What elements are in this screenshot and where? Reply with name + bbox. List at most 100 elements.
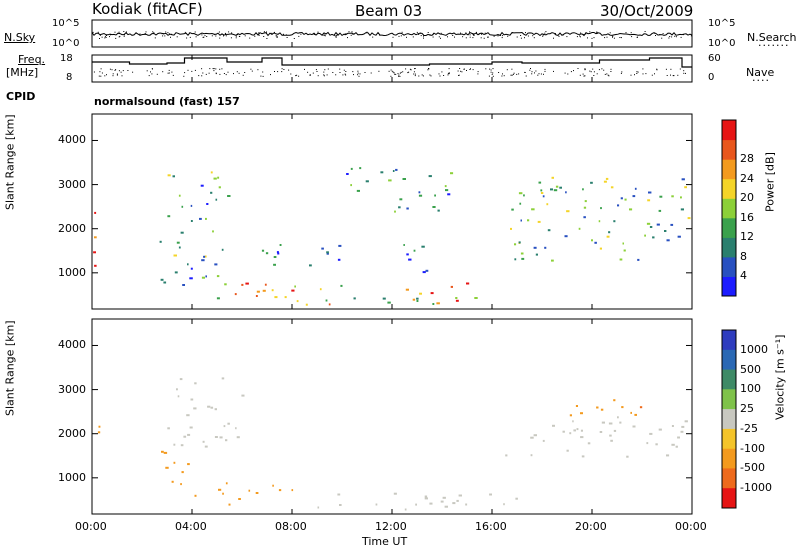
nsearch-point	[186, 37, 188, 39]
heatmap-cell	[210, 406, 214, 409]
heatmap-cell	[671, 195, 674, 198]
heatmap-cell	[601, 421, 605, 424]
nsearch-point	[497, 34, 499, 36]
nave-point	[290, 73, 292, 75]
heatmap-cell	[325, 299, 328, 302]
nave-point	[298, 75, 300, 77]
heatmap-cell	[518, 241, 521, 244]
heatmap-cell	[544, 246, 547, 249]
heatmap-cell	[546, 203, 549, 206]
heatmap-cell	[671, 425, 674, 427]
nave-point	[120, 71, 122, 73]
heatmap-cell	[681, 425, 685, 428]
heatmap-cell	[212, 230, 214, 233]
nsearch-point	[400, 35, 402, 37]
colorbar-swatch	[722, 428, 736, 450]
heatmap-cell	[173, 254, 177, 257]
heatmap-cell	[434, 194, 436, 197]
nave-point	[106, 74, 107, 76]
heatmap-cell	[610, 186, 614, 189]
nsearch-label: N.Search	[747, 31, 797, 44]
nsearch-point	[104, 35, 106, 37]
nave-point	[510, 74, 512, 76]
colorbar-swatch	[722, 330, 736, 351]
nsearch-point	[469, 34, 471, 36]
nave-point	[679, 68, 681, 70]
nave-point	[673, 75, 675, 77]
heatmap-cell	[178, 194, 181, 197]
heatmap-cell	[520, 219, 522, 222]
nsearch-point	[427, 32, 429, 33]
nave-point	[531, 73, 533, 75]
nsearch-point	[379, 34, 381, 36]
heatmap-cell	[562, 430, 565, 433]
nave-point	[168, 72, 170, 74]
nave-point	[324, 69, 326, 71]
heatmap-cell	[680, 430, 684, 433]
heatmap-cell	[163, 281, 167, 284]
nave-point	[327, 68, 329, 70]
nsearch-point	[324, 34, 326, 36]
nave-point	[307, 71, 309, 73]
heatmap-cell	[213, 177, 217, 180]
nsearch-point	[462, 36, 464, 38]
nave-point	[408, 71, 410, 73]
nave-point	[570, 71, 572, 73]
nsearch-point	[412, 36, 414, 38]
nsearch-point	[420, 35, 422, 37]
heatmap-cell	[271, 289, 274, 292]
nave-point	[461, 71, 463, 73]
colorbar-tick-label: -500	[740, 461, 765, 475]
heatmap-cell	[190, 220, 193, 222]
nsearch-point	[204, 35, 206, 37]
nave-point	[583, 75, 585, 77]
heatmap-cell	[277, 252, 280, 255]
nave-point	[326, 74, 328, 76]
nave-point	[472, 69, 474, 71]
nave-point	[459, 68, 461, 69]
heatmap-cell	[276, 251, 279, 254]
cpid-text: normalsound (fast) 157	[94, 95, 240, 108]
heatmap-cell	[227, 195, 231, 197]
nave-point	[104, 75, 106, 77]
nave-point	[172, 74, 174, 76]
heatmap-cell	[167, 215, 171, 218]
nsearch-point	[324, 35, 326, 37]
colorbar-tick-label: 1000	[740, 342, 768, 356]
nsearch-point	[604, 37, 606, 39]
heatmap-cell	[569, 414, 572, 417]
nave-point	[448, 68, 450, 70]
nsearch-point	[188, 32, 190, 34]
nave-point	[492, 68, 494, 70]
nsearch-point	[336, 34, 338, 36]
nave-point	[414, 68, 416, 69]
nave-point	[421, 74, 423, 76]
colorbar-swatch	[722, 178, 736, 199]
heatmap-cell	[466, 282, 470, 285]
heatmap-cell	[309, 264, 312, 267]
nave-point	[132, 71, 134, 73]
nsearch-point	[558, 35, 560, 37]
nsearch-point	[472, 37, 474, 39]
heatmap-cell	[533, 434, 537, 437]
heatmap-cell	[346, 173, 349, 175]
nsearch-point	[275, 35, 277, 37]
nave-point	[610, 68, 612, 70]
heatmap-cell	[666, 454, 670, 457]
nave-point	[477, 71, 479, 73]
nave-point	[540, 73, 542, 75]
nsearch-point	[352, 33, 354, 35]
nsearch-point	[524, 37, 525, 39]
nave-point	[395, 73, 397, 75]
nsearch-point	[644, 31, 646, 32]
nave-point	[537, 74, 539, 76]
heatmap-cell	[600, 408, 604, 411]
heatmap-cell	[582, 188, 584, 191]
nave-point	[219, 68, 221, 70]
nsearch-point	[583, 34, 585, 35]
nsearch-point	[184, 31, 186, 33]
heatmap-cell	[680, 196, 682, 199]
nsearch-point	[345, 33, 347, 35]
nave-point	[223, 73, 225, 74]
nsearch-point	[416, 31, 418, 33]
